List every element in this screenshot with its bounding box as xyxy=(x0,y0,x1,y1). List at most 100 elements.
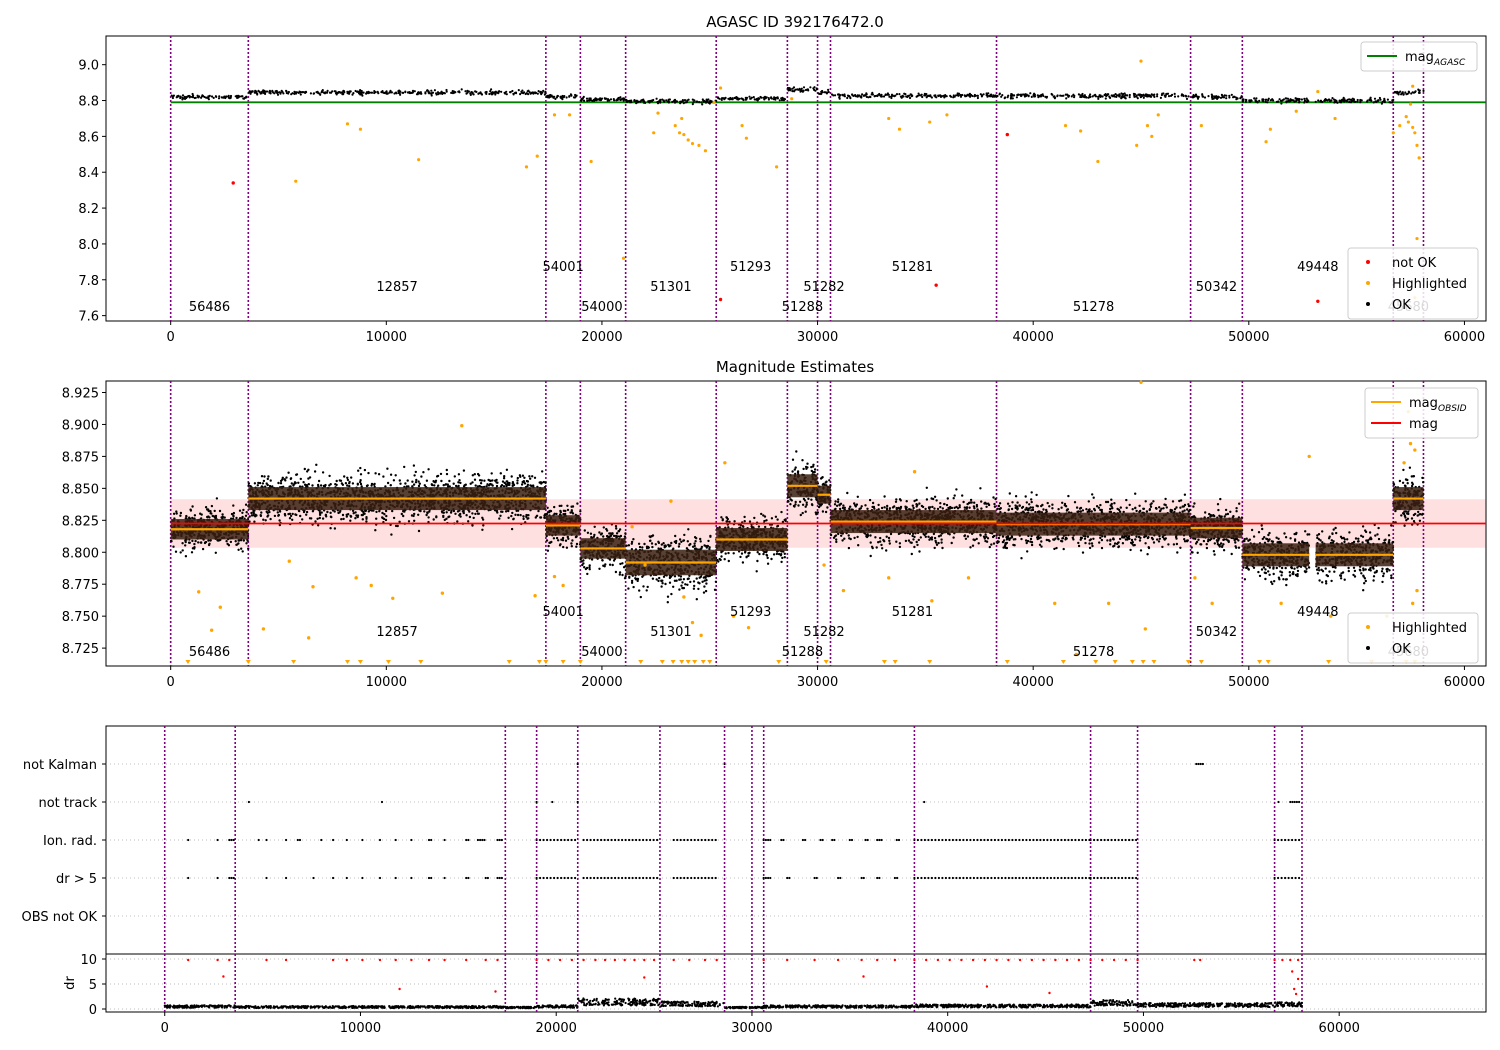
x-tick-label: 0 xyxy=(167,330,175,345)
highlighted-point xyxy=(1139,380,1143,384)
agasc-magnitude-panel: 0 10000 20000 30000 40000 50000 60000 7.6 7.8 8.0… xyxy=(78,35,1487,345)
obsid-label: 51278 xyxy=(1073,645,1114,660)
highlighted-point xyxy=(1210,601,1214,606)
obsid-label: 51282 xyxy=(803,280,844,295)
x-tick-label: 60000 xyxy=(1444,330,1485,345)
highlighted-point xyxy=(746,625,751,630)
obsid-label: 51288 xyxy=(782,645,823,660)
highlighted-point xyxy=(311,585,315,589)
highlighted-point xyxy=(774,165,779,169)
dr-points xyxy=(163,997,1304,1010)
off-scale-marker xyxy=(1265,660,1271,664)
off-scale-marker xyxy=(927,660,933,664)
highlighted-point xyxy=(1333,116,1337,121)
highlighted-point xyxy=(1096,159,1100,164)
highlighted-point xyxy=(928,120,932,124)
x-tick-label: 20000 xyxy=(536,1021,577,1036)
highlighted-point xyxy=(697,143,701,147)
highlighted-point xyxy=(1398,124,1402,128)
off-scale-marker xyxy=(245,660,251,664)
y-tick-label: 0 xyxy=(89,1003,97,1018)
highlighted-point xyxy=(1135,143,1139,147)
highlighted-point xyxy=(966,576,971,580)
highlighted-point xyxy=(887,576,891,580)
highlighted-point xyxy=(1268,127,1272,131)
x-tick-label: 50000 xyxy=(1123,1021,1164,1036)
x-tick-label: 60000 xyxy=(1319,1021,1360,1036)
highlighted-point xyxy=(1145,124,1150,128)
y-tick-label: 8.900 xyxy=(62,418,99,433)
not-ok-point xyxy=(1316,299,1320,303)
off-scale-marker xyxy=(638,660,644,664)
x-tick-label: 50000 xyxy=(1228,330,1269,345)
flag-points xyxy=(187,838,1301,842)
flag-row-label: not track xyxy=(38,796,97,811)
dr-outlier-points xyxy=(187,958,1300,996)
highlighted-point xyxy=(945,113,949,117)
highlighted-point xyxy=(897,127,902,131)
obsid-label: 49448 xyxy=(1297,260,1338,275)
highlighted-point xyxy=(1410,601,1415,606)
highlighted-point xyxy=(440,591,445,595)
obsid-label: 12857 xyxy=(376,280,417,295)
off-scale-marker xyxy=(685,660,691,664)
obsid-label: 56486 xyxy=(189,645,230,660)
y-tick-label: 8.800 xyxy=(62,546,99,561)
highlighted-point xyxy=(1139,59,1143,63)
highlighted-point xyxy=(790,97,794,101)
highlighted-point xyxy=(589,159,593,164)
highlighted-point xyxy=(630,524,634,529)
highlighted-point xyxy=(677,131,682,135)
off-scale-marker xyxy=(670,660,676,664)
legend xyxy=(1347,612,1479,664)
off-scale-marker xyxy=(1326,660,1332,664)
highlighted-point xyxy=(680,116,684,121)
x-tick-label: 30000 xyxy=(731,1021,772,1036)
highlighted-point xyxy=(656,111,660,115)
legend xyxy=(1364,387,1479,439)
off-scale-marker xyxy=(1129,660,1135,664)
off-scale-marker xyxy=(291,660,297,664)
highlighted-point xyxy=(1413,448,1417,452)
highlighted-point xyxy=(1417,156,1421,160)
x-tick-label: 20000 xyxy=(581,330,622,345)
x-tick-label: 10000 xyxy=(366,330,407,345)
y-tick-label: 8.0 xyxy=(78,238,99,253)
legend-label: OK xyxy=(1392,298,1411,313)
highlighted-point xyxy=(740,124,744,128)
highlighted-point xyxy=(712,100,716,104)
not-ok-point xyxy=(718,297,723,302)
obsid-label: 51278 xyxy=(1073,300,1114,315)
y-tick-label: 7.8 xyxy=(78,274,99,289)
highlighted-point xyxy=(744,136,749,140)
obsid-label: 54001 xyxy=(542,260,583,275)
highlighted-point xyxy=(1053,601,1057,606)
obsid-label: 54000 xyxy=(581,300,622,315)
x-tick-label: 40000 xyxy=(927,1021,968,1036)
highlighted-point xyxy=(1143,627,1148,631)
legend-swatch xyxy=(1366,646,1370,650)
plot-area xyxy=(105,953,1487,1013)
x-tick-label: 30000 xyxy=(797,675,838,690)
highlighted-point xyxy=(1193,576,1197,580)
highlighted-point xyxy=(731,614,736,618)
obsid-label: 56486 xyxy=(189,300,230,315)
highlighted-point xyxy=(561,583,565,588)
y-tick-label: 8.8 xyxy=(78,95,99,110)
highlighted-point xyxy=(1106,601,1111,606)
highlighted-point xyxy=(1279,601,1283,606)
x-tick-label: 20000 xyxy=(581,675,622,690)
highlighted-point xyxy=(345,122,350,126)
highlighted-point xyxy=(209,628,214,632)
highlighted-point xyxy=(690,620,695,625)
highlighted-point xyxy=(1411,84,1415,88)
y-tick-label: 8.825 xyxy=(62,514,99,529)
legend-label: Highlighted xyxy=(1392,621,1467,636)
off-scale-marker xyxy=(418,660,424,664)
off-scale-marker xyxy=(385,660,391,664)
highlighted-point xyxy=(358,127,363,131)
off-scale-marker xyxy=(560,660,566,664)
highlighted-point xyxy=(1415,143,1419,147)
highlighted-point xyxy=(841,588,846,593)
